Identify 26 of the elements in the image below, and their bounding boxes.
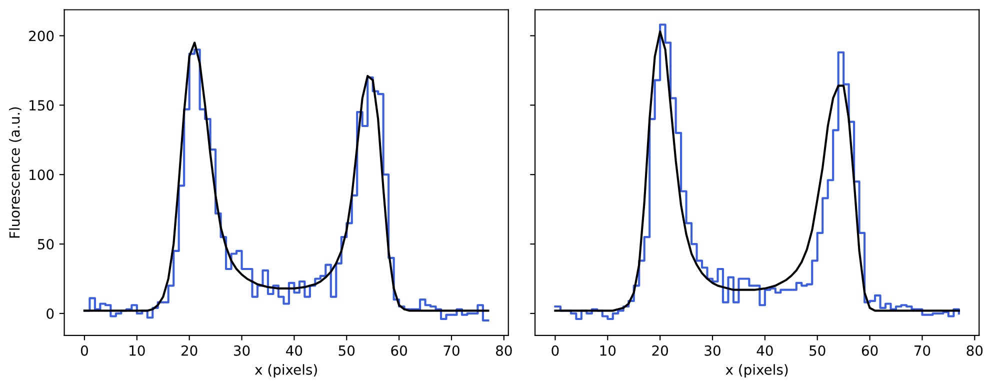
- x-tick-label: 60: [391, 345, 407, 356]
- x-tick-label: 30: [234, 345, 250, 356]
- x-tick-label: 30: [704, 345, 720, 356]
- x-tick-label: 80: [966, 345, 983, 356]
- x-tick-label: 40: [756, 345, 773, 356]
- x-tick-label: 50: [338, 345, 355, 356]
- x-tick-label: 0: [552, 345, 559, 356]
- x-axis-title: x (pixels): [726, 364, 788, 378]
- x-tick-label: 70: [914, 345, 930, 356]
- y-tick-label: 0: [46, 308, 54, 319]
- y-tick-label: 50: [38, 238, 54, 250]
- x-tick-label: 80: [496, 345, 512, 356]
- y-tick-label: 100: [30, 170, 54, 180]
- x-axis-title: x (pixels): [254, 364, 317, 378]
- x-tick-label: 20: [652, 345, 668, 356]
- x-tick-label: 70: [444, 345, 460, 356]
- x-tick-label: 20: [182, 345, 198, 356]
- x-tick-label: 10: [600, 345, 616, 356]
- y-tick-label: 150: [30, 100, 54, 111]
- x-tick-label: 50: [810, 345, 826, 356]
- y-axis-title: Fluorescence (a.u.): [9, 107, 22, 238]
- x-tick-label: 0: [80, 345, 88, 356]
- x-tick-label: 40: [286, 345, 302, 356]
- y-tick-label: 200: [29, 30, 54, 42]
- x-tick-label: 60: [862, 345, 878, 356]
- x-tick-label: 10: [130, 345, 145, 356]
